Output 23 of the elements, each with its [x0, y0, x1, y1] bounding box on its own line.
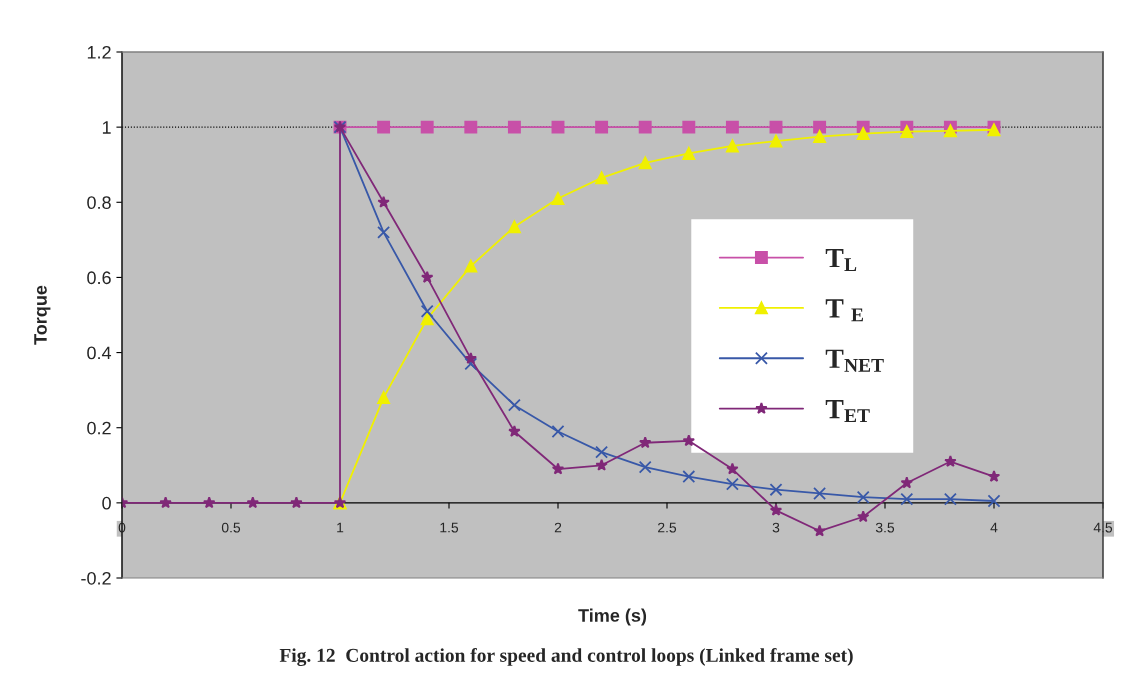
y-tick-label: 0.2: [87, 421, 111, 435]
legend-label: T$_{ET}$: [825, 400, 870, 423]
y-tick-label: 0.8: [87, 196, 111, 210]
y-tick-label: -0.2: [81, 571, 111, 585]
x-tick-label: 3: [772, 522, 780, 533]
y-tick-label: 1.2: [87, 45, 111, 59]
y-tick-label: 0.6: [87, 271, 111, 285]
legend-label: T$_{NET}$: [825, 349, 884, 372]
y-tick-label: 0: [102, 496, 111, 510]
x-tick-label: 3.5: [875, 522, 895, 533]
y-tick-label: 0.4: [87, 346, 112, 360]
x-tick-label: 0.5: [221, 522, 241, 533]
x-tick-label: 1.5: [440, 522, 459, 533]
x-tick-label: 2: [554, 522, 562, 533]
caption: Fig. 12 Control action for speed and control loops (Linked frame set): [279, 648, 853, 666]
legend-label: T $_{E}$: [825, 299, 863, 322]
y-axis-title: Torque: [34, 285, 51, 345]
x-tick-label: 2.5: [658, 522, 677, 533]
y-tick-label: 1: [102, 121, 111, 134]
x-tick-label: 4: [990, 522, 998, 533]
legend-label: T$_{L}$: [825, 248, 857, 271]
x-axis-title: Time (s): [578, 608, 647, 626]
x-tick-label: 1: [337, 522, 344, 533]
